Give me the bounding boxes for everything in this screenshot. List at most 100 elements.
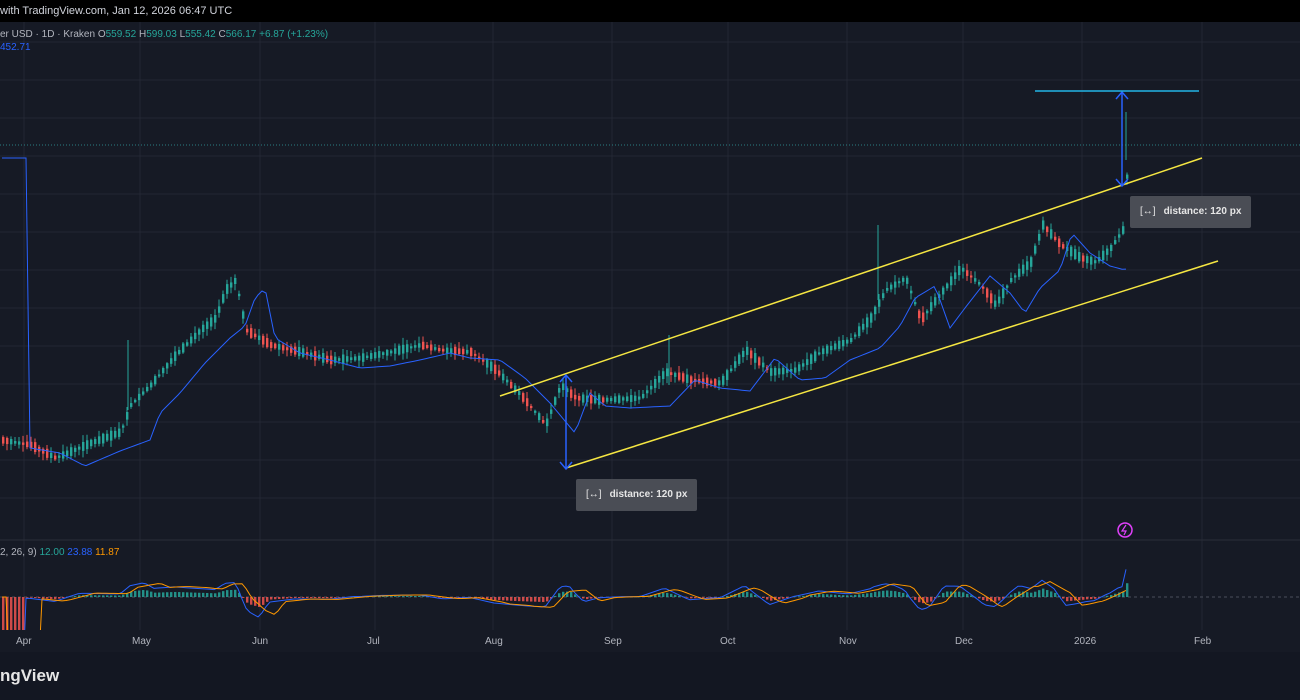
candle-body <box>646 390 649 394</box>
macd-hist-bar <box>238 592 241 597</box>
candle <box>518 385 521 400</box>
candle <box>270 339 273 352</box>
macd-hist-bar <box>1050 591 1053 597</box>
distance-tooltip-upper-label: distance: 120 px <box>1163 206 1242 217</box>
candle <box>1074 245 1077 261</box>
candle <box>254 328 257 340</box>
candle <box>70 443 73 460</box>
candle-body <box>206 321 209 329</box>
candle-body <box>474 353 477 356</box>
macd-hist-bar <box>1022 591 1025 597</box>
macd-hist-bar <box>558 593 561 597</box>
macd-hist-bar <box>858 594 861 597</box>
candle-body <box>1070 246 1073 257</box>
macd-hist-bar <box>338 597 341 598</box>
candle-body <box>714 379 717 386</box>
macd-hist-bar <box>38 597 41 599</box>
candle <box>894 275 897 295</box>
candle-body <box>258 335 261 341</box>
candle <box>902 275 905 286</box>
candle-body <box>138 393 141 401</box>
candle <box>738 352 741 367</box>
candle-body <box>726 370 729 380</box>
macd-hist-bar <box>330 597 333 599</box>
candle-body <box>98 436 101 444</box>
candle-body <box>478 356 481 359</box>
macd-hist-bar <box>214 593 217 597</box>
candle <box>162 366 165 378</box>
candle-body <box>126 412 129 420</box>
macd-hist-bar <box>546 597 549 602</box>
candle <box>1078 246 1081 264</box>
candle-body <box>854 334 857 337</box>
candle <box>574 388 577 407</box>
candle-body <box>706 377 709 386</box>
macd-hist-bar <box>714 597 717 598</box>
candle-body <box>538 413 541 421</box>
candle-body <box>458 348 461 355</box>
candle <box>406 339 409 359</box>
candle-body <box>210 317 213 327</box>
arrow-head <box>559 373 573 383</box>
candle <box>222 290 225 305</box>
candle <box>50 447 53 463</box>
sma-legend[interactable]: 452.71 <box>0 42 31 53</box>
measure-arrow-upper <box>1115 90 1129 188</box>
candle <box>898 277 901 288</box>
candle-body <box>170 358 173 364</box>
macd-hist-bar <box>426 596 429 598</box>
candle <box>542 416 545 424</box>
candle <box>650 380 653 395</box>
macd-hist-bar <box>70 596 73 598</box>
candle-body <box>402 344 405 354</box>
candle <box>838 336 841 352</box>
candle <box>910 285 913 300</box>
candle-body <box>658 375 661 383</box>
candle-body <box>414 345 417 348</box>
candle-body <box>1014 275 1017 278</box>
x-axis-label: Apr <box>16 636 32 647</box>
price-legend[interactable]: er USD · 1D · Kraken O559.52 H599.03 L55… <box>0 29 328 40</box>
candle-body <box>614 396 617 403</box>
candle-body <box>406 344 409 353</box>
candle-body <box>306 352 309 356</box>
candle <box>466 344 469 356</box>
candle-body <box>998 296 1001 304</box>
candle-body <box>738 354 741 364</box>
legend-low-label: L <box>179 29 186 40</box>
candle <box>554 396 557 407</box>
x-axis-label: 2026 <box>1074 636 1097 647</box>
candle <box>706 374 709 389</box>
candle-body <box>254 333 257 338</box>
macd-legend[interactable]: 2, 26, 9) 12.00 23.88 11.87 <box>0 547 119 558</box>
candle <box>174 346 177 366</box>
candle <box>2 435 5 447</box>
candle-body <box>894 281 897 288</box>
candle <box>854 332 857 340</box>
candle <box>322 348 325 366</box>
candle <box>166 362 169 374</box>
macd-hist-bar <box>314 597 317 599</box>
macd-hist-bar <box>946 591 949 597</box>
chart-area[interactable] <box>0 22 1300 630</box>
macd-hist-bar <box>54 597 57 600</box>
candle-body <box>950 276 953 286</box>
candle-body <box>358 355 361 361</box>
chart-svg[interactable] <box>0 0 1300 630</box>
candle-body <box>174 351 177 361</box>
candle-body <box>694 378 697 382</box>
candle-body <box>502 373 505 381</box>
candle <box>58 452 61 463</box>
macd-hist-bar <box>914 597 917 600</box>
candle <box>534 409 537 416</box>
macd-hist-bar <box>838 594 841 597</box>
candle-body <box>1090 256 1093 265</box>
macd-hist-bar <box>866 593 869 597</box>
x-axis-label: Jun <box>252 636 269 647</box>
candle <box>970 271 973 284</box>
candle-body <box>1022 264 1025 274</box>
macd-hist-bar <box>306 597 309 599</box>
candle-body <box>150 382 153 388</box>
macd-hist-bar <box>942 592 945 597</box>
candle-body <box>214 314 217 323</box>
